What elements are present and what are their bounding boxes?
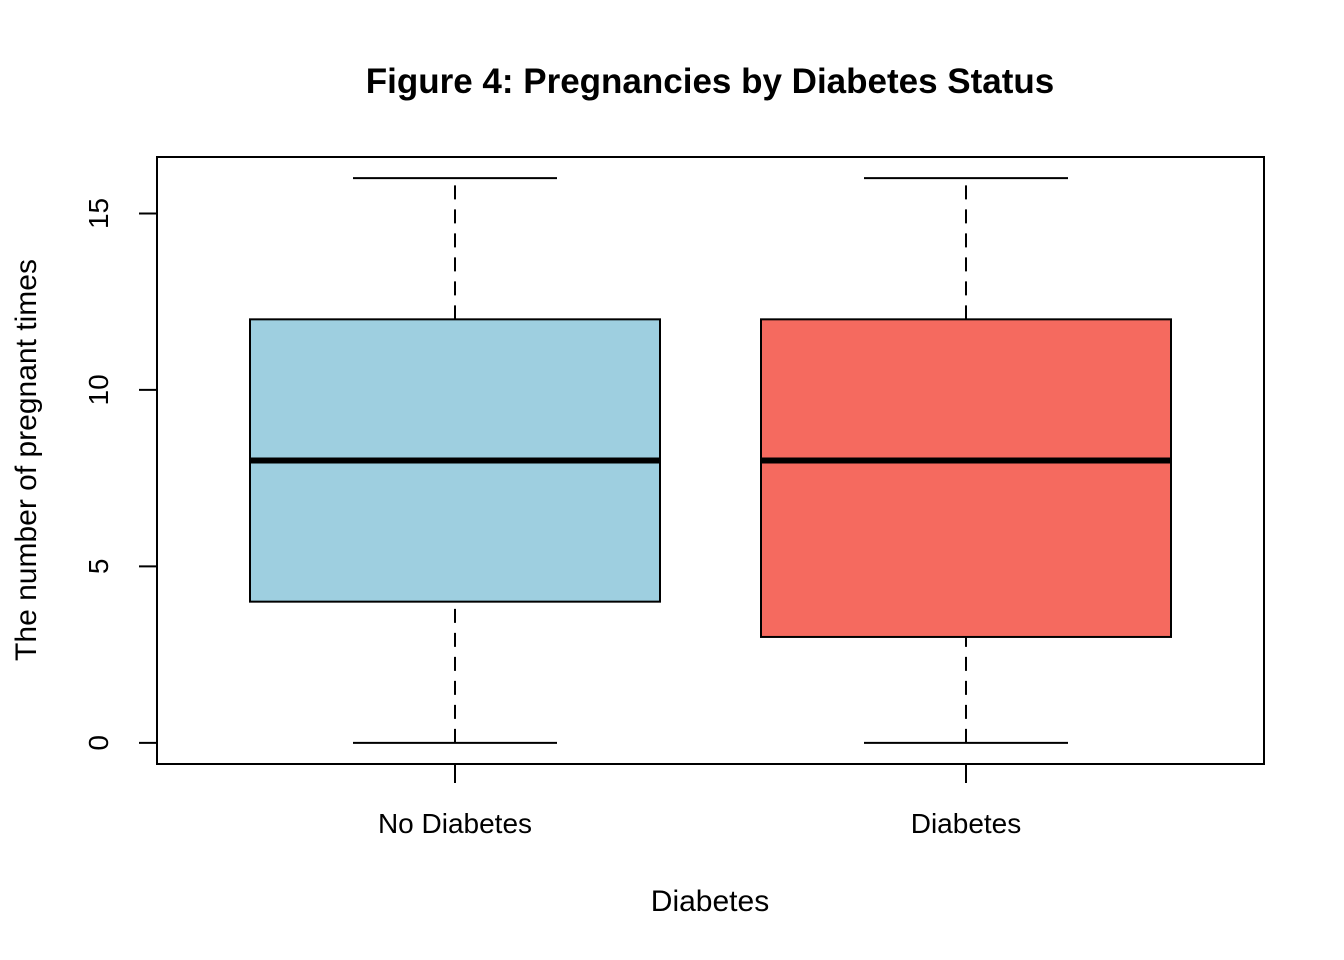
y-axis: 0 5 10 15 — [83, 198, 157, 751]
iqr-box — [760, 318, 1172, 638]
y-tick-label: 15 — [83, 198, 114, 229]
chart-title: Figure 4: Pregnancies by Diabetes Status — [366, 62, 1055, 101]
x-tick-label: No Diabetes — [378, 808, 532, 839]
y-axis-label: The number of pregnant times — [10, 259, 43, 661]
x-axis: No Diabetes Diabetes — [378, 764, 1021, 839]
box-diabetes — [760, 177, 1172, 744]
y-tick-label: 5 — [83, 559, 114, 575]
boxes — [249, 177, 1172, 744]
y-tick-label: 10 — [83, 374, 114, 405]
y-tick-label: 0 — [83, 735, 114, 751]
x-axis-label: Diabetes — [651, 885, 769, 918]
plot-frame — [156, 156, 1265, 765]
x-tick-label: Diabetes — [911, 808, 1022, 839]
box-no-diabetes — [249, 177, 661, 744]
